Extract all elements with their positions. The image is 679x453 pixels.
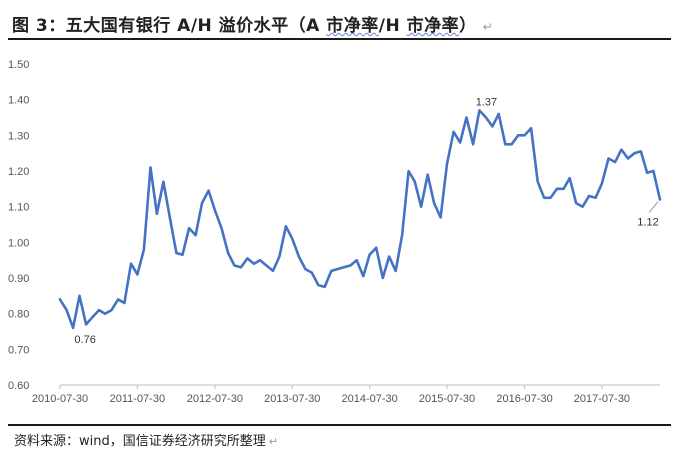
y-tick-label: 0.80	[8, 309, 29, 321]
x-tick-label: 2015-07-30	[419, 393, 475, 405]
paragraph-mark-icon: ↵	[482, 20, 494, 34]
title-suffix: ）	[459, 16, 477, 36]
line-chart: 0.60 0.70 0.80 0.90 1.00 1.10 1.20 1.30 1.40 1.50…	[8, 59, 662, 405]
y-tick-label: 1.00	[8, 237, 29, 249]
x-tick-label: 2011-07-30	[110, 393, 165, 405]
y-tick-label: 1.20	[8, 166, 29, 178]
series-line	[58, 109, 662, 330]
y-tick-label: 1.50	[8, 59, 29, 71]
x-tick-label: 2012-07-30	[187, 393, 243, 405]
y-tick-label: 1.10	[8, 202, 29, 214]
title-mid: /H	[378, 16, 407, 36]
x-tick-label: 2014-07-30	[342, 393, 398, 405]
paragraph-mark-icon: ↵	[268, 435, 278, 448]
x-axis-ticks: 2010-07-30 2011-07-30 2012-07-30 2013-07-30…	[32, 385, 630, 405]
y-tick-label: 1.30	[8, 130, 29, 142]
data-labels: 0.76 1.37 1.12	[74, 96, 658, 346]
data-label: 1.37	[476, 96, 497, 108]
y-tick-label: 0.90	[8, 273, 29, 285]
title-wavy-a: 市净率	[326, 16, 379, 36]
title-prefix: 图 3：五大国有银行 A/H 溢价水平（A	[12, 16, 327, 36]
figure-title: 图 3：五大国有银行 A/H 溢价水平（A 市净率/H 市净率） ↵	[12, 11, 493, 36]
source-text: 资料来源：wind，国信证券经济研究所整理	[14, 434, 266, 449]
data-label: 1.12	[637, 217, 658, 229]
y-tick-label: 1.40	[8, 95, 29, 107]
source-note: 资料来源：wind，国信证券经济研究所整理 ↵	[14, 430, 278, 449]
x-tick-label: 2013-07-30	[264, 393, 320, 405]
source-bar: 资料来源：wind，国信证券经济研究所整理 ↵	[8, 424, 671, 450]
x-tick-label: 2016-07-30	[496, 393, 552, 405]
y-tick-label: 0.70	[8, 344, 29, 356]
x-tick-label: 2010-07-30	[32, 393, 88, 405]
y-axis-ticks: 0.60 0.70 0.80 0.90 1.00 1.10 1.20 1.30 1.40 1.50	[8, 59, 29, 392]
title-wavy-h: 市净率	[406, 16, 460, 36]
data-label-leader	[648, 201, 659, 213]
x-tick-label: 2017-07-30	[574, 393, 630, 405]
y-tick-label: 0.60	[8, 380, 29, 392]
figure-title-bar: 图 3：五大国有银行 A/H 溢价水平（A 市净率/H 市净率） ↵	[8, 8, 671, 40]
data-label: 0.76	[74, 334, 95, 346]
